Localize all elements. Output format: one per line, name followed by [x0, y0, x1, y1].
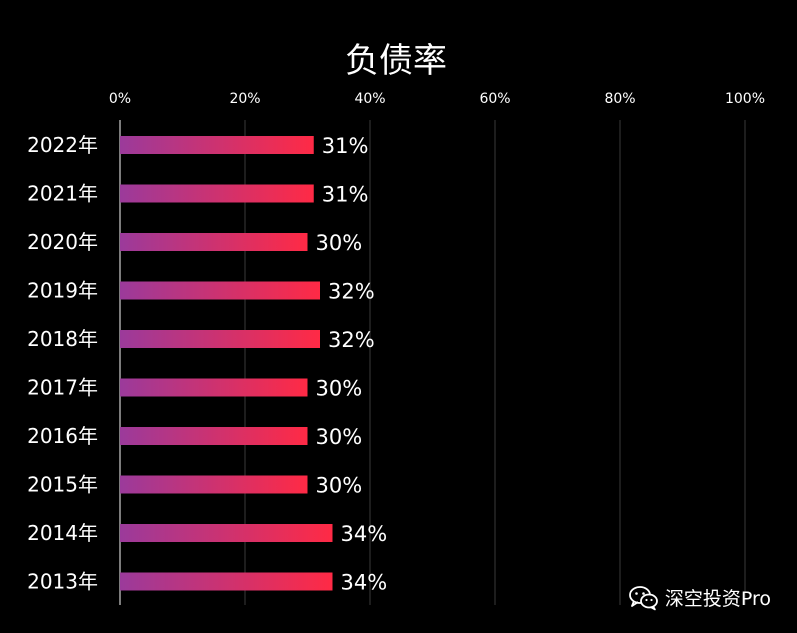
data-label: 30% — [316, 377, 363, 401]
category-label: 2015年 — [27, 473, 98, 497]
bar — [120, 378, 308, 397]
bar — [120, 572, 333, 591]
category-label: 2013年 — [27, 570, 98, 594]
category-label: 2021年 — [27, 182, 98, 206]
category-label: 2014年 — [27, 521, 98, 545]
y-axis-categories: 2022年 2021年 2020年 2019年 2018年 2017年 2016年 2015年… — [27, 133, 98, 594]
data-label: 30% — [316, 231, 363, 255]
bar — [120, 330, 320, 348]
data-label: 32% — [328, 280, 375, 304]
category-label: 2022年 — [27, 133, 98, 157]
data-label: 30% — [316, 474, 363, 498]
bar — [120, 427, 308, 445]
bar — [120, 184, 314, 203]
watermark-text: 深空投资Pro — [664, 588, 771, 610]
data-labels: 31% 31% 30% 32% 32% 30% 30% 30% 34% 34% — [316, 134, 388, 595]
x-axis-ticks: 0% 20% 40% 60% 80% 100% — [109, 91, 765, 107]
data-label: 31% — [322, 134, 369, 158]
data-label: 32% — [328, 328, 375, 352]
x-tick-label: 60% — [479, 91, 510, 107]
bars — [120, 136, 333, 591]
wechat-icon — [628, 585, 658, 610]
x-tick-label: 20% — [229, 91, 260, 107]
x-tick-label: 40% — [354, 91, 385, 107]
x-tick-label: 0% — [109, 91, 131, 107]
x-tick-label: 80% — [604, 91, 635, 107]
category-label: 2017年 — [27, 376, 98, 400]
data-label: 34% — [341, 571, 388, 595]
category-label: 2018年 — [27, 327, 98, 351]
bar — [120, 475, 308, 494]
chart-title: 负债率 — [345, 41, 447, 81]
bar — [120, 524, 333, 542]
category-label: 2019年 — [27, 279, 98, 303]
data-label: 31% — [322, 183, 369, 207]
data-label: 30% — [316, 425, 363, 449]
watermark: 深空投资Pro — [628, 584, 771, 611]
bar — [120, 136, 314, 154]
bar — [120, 233, 308, 251]
category-label: 2016年 — [27, 424, 98, 448]
bar — [120, 281, 320, 300]
category-label: 2020年 — [27, 230, 98, 254]
data-label: 34% — [341, 522, 388, 546]
x-tick-label: 100% — [725, 91, 765, 107]
